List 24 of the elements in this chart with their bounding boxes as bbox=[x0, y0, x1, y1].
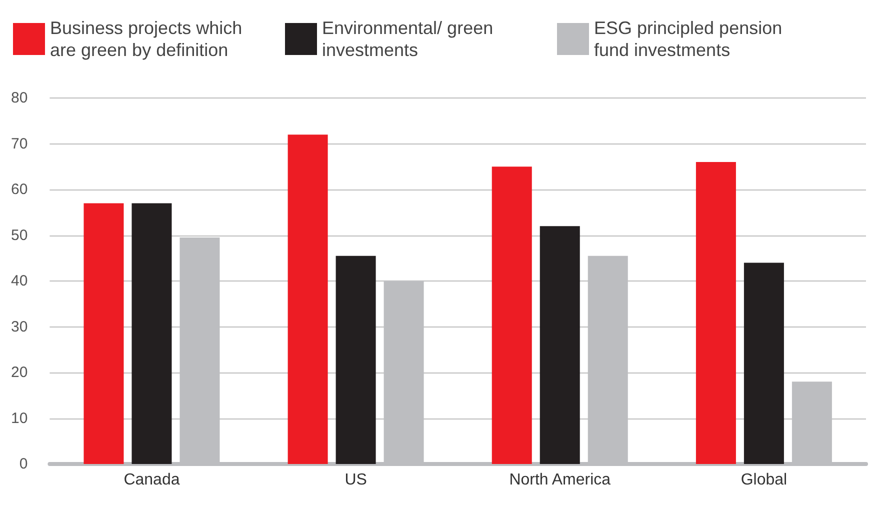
legend-label: ESG principled pension fund investments bbox=[594, 18, 788, 60]
y-tick-label: 40 bbox=[10, 272, 28, 290]
y-tick-label: 60 bbox=[10, 181, 28, 198]
y-tick-label: 50 bbox=[10, 226, 28, 244]
x-tick-label: US bbox=[344, 472, 367, 488]
y-tick-label: 0 bbox=[19, 456, 28, 472]
bar bbox=[288, 134, 328, 464]
legend-label: Business projects which are green by definition bbox=[50, 18, 248, 60]
y-tick-label: 70 bbox=[10, 135, 28, 152]
x-tick-label: Canada bbox=[124, 472, 180, 488]
y-tick-label: 20 bbox=[10, 364, 28, 381]
bar bbox=[492, 166, 532, 464]
bar bbox=[540, 226, 580, 464]
y-tick-label: 30 bbox=[10, 318, 28, 336]
y-tick-label: 10 bbox=[10, 410, 28, 427]
bar bbox=[84, 203, 124, 464]
x-tick-label: North America bbox=[509, 472, 611, 488]
bar bbox=[336, 256, 376, 464]
y-tick-label: 80 bbox=[10, 90, 28, 106]
legend-label: Environmental/ green investments bbox=[322, 18, 498, 60]
bar bbox=[696, 162, 736, 464]
bar bbox=[132, 203, 172, 464]
x-tick-label: Global bbox=[740, 472, 788, 488]
bar bbox=[744, 262, 784, 464]
